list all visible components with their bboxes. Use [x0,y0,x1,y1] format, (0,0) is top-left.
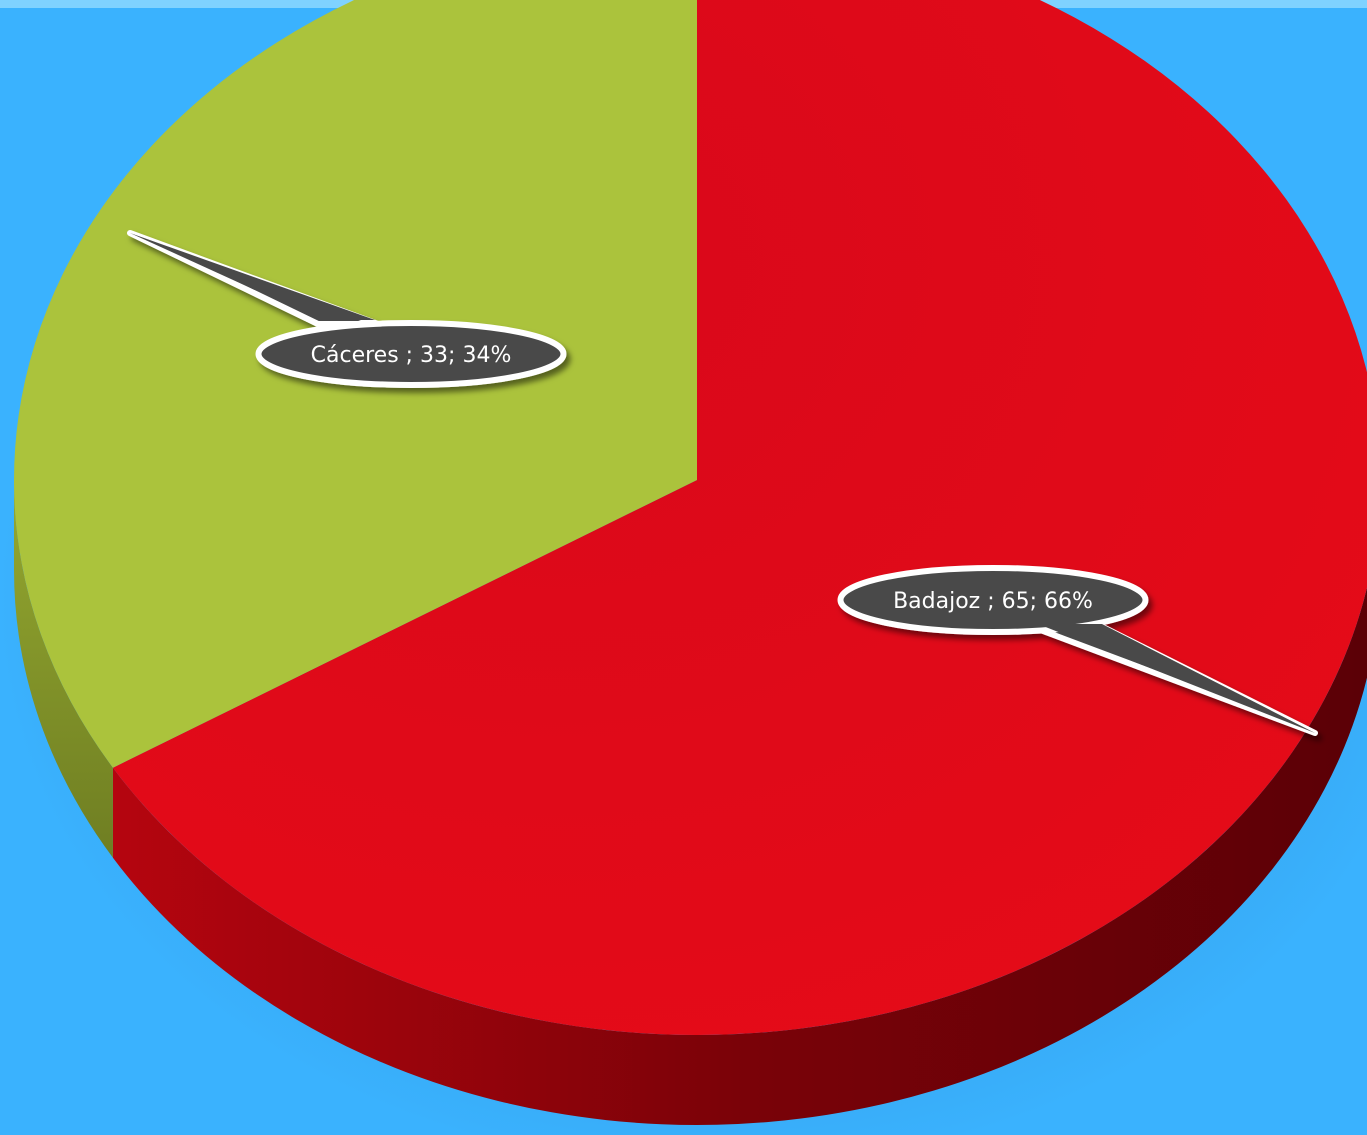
callout-pointer-fill [130,233,375,320]
pie-slice-badajoz [112,0,1367,1035]
pie-side-cáceres [14,480,113,858]
data-label-callout [127,230,567,388]
data-label-text: Cáceres ; 33; 34% [311,343,512,368]
data-label-text: Badajoz ; 65; 66% [893,589,1093,614]
callout-pointer-fill [1038,624,1315,733]
callout-bubble [255,320,567,388]
data-label-callout [837,565,1318,736]
pie-side-badajoz [112,587,1367,1125]
callout-bubble [837,565,1149,635]
